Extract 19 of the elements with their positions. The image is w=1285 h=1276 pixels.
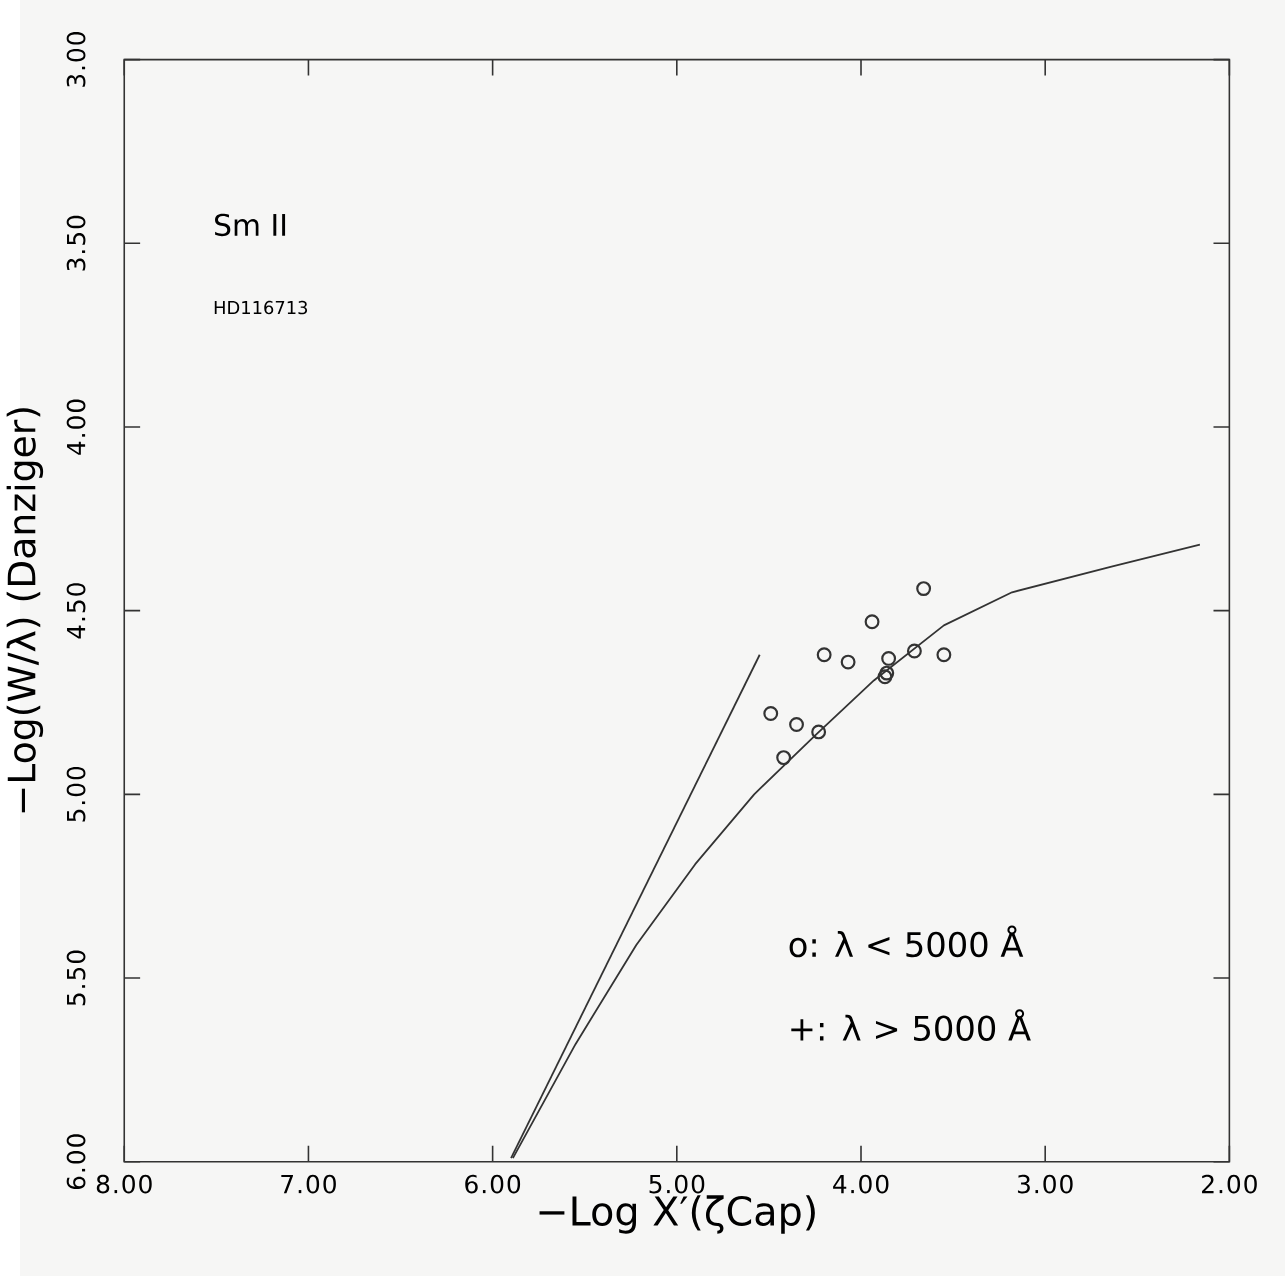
y-tick-label: 4.00	[66, 399, 86, 455]
x-axis-title: −Log X′(ζCap)	[539, 1195, 815, 1234]
annotation: HD116713	[214, 300, 308, 315]
annotation: o: λ < 5000 Å	[789, 925, 1024, 958]
x-tick-label: 6.00	[465, 1174, 521, 1194]
x-tick-label: 2.00	[1202, 1174, 1257, 1194]
annotation: +: λ > 5000 Å	[791, 1009, 1031, 1042]
y-tick-label: 5.00	[66, 766, 86, 822]
y-tick-label: 4.50	[66, 583, 86, 639]
x-tick-label: 4.00	[833, 1174, 889, 1194]
y-axis-title: −Log(W/λ) (Danziger)	[6, 408, 44, 813]
annotation: Sm II	[215, 213, 286, 237]
x-tick-label: 8.00	[96, 1174, 152, 1194]
y-tick-label: 3.00	[66, 32, 86, 87]
x-tick-label: 3.00	[1017, 1174, 1073, 1194]
x-tick-label: 7.00	[281, 1174, 336, 1194]
y-tick-label: 3.50	[66, 215, 86, 271]
y-tick-label: 5.50	[66, 950, 86, 1006]
x-tick-label: 5.00	[649, 1174, 705, 1194]
